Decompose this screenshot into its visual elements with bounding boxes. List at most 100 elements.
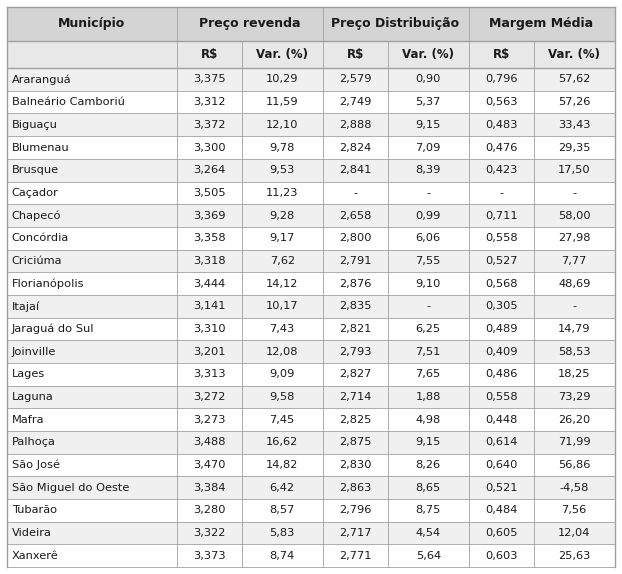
Bar xyxy=(388,499,468,522)
Bar xyxy=(242,91,323,114)
Bar xyxy=(468,159,534,181)
Text: 2,835: 2,835 xyxy=(339,301,371,311)
Bar xyxy=(323,408,388,431)
Text: 3,272: 3,272 xyxy=(193,392,225,402)
Text: 0,305: 0,305 xyxy=(485,301,518,311)
Bar xyxy=(242,136,323,159)
Bar xyxy=(534,136,615,159)
Bar xyxy=(468,476,534,499)
Bar xyxy=(468,204,534,227)
Bar xyxy=(7,317,177,340)
Bar xyxy=(7,408,177,431)
Bar xyxy=(242,295,323,317)
Bar xyxy=(534,522,615,544)
Text: 2,841: 2,841 xyxy=(339,165,371,175)
Bar xyxy=(242,68,323,91)
Bar xyxy=(242,408,323,431)
Bar xyxy=(7,431,177,453)
Text: 7,77: 7,77 xyxy=(562,256,587,266)
Text: 14,79: 14,79 xyxy=(558,324,590,334)
Bar xyxy=(534,295,615,317)
Bar xyxy=(177,250,242,272)
Bar xyxy=(242,114,323,136)
Text: -4,58: -4,58 xyxy=(560,483,589,492)
Bar xyxy=(388,159,468,181)
Bar xyxy=(7,453,177,476)
Text: Mafra: Mafra xyxy=(12,414,44,425)
Text: Itajaí: Itajaí xyxy=(12,301,40,312)
Bar xyxy=(177,136,242,159)
Bar xyxy=(323,386,388,408)
Text: Margem Média: Margem Média xyxy=(490,17,593,30)
Bar xyxy=(177,181,242,204)
Text: 0,448: 0,448 xyxy=(485,414,518,425)
Text: Lages: Lages xyxy=(12,369,45,379)
Bar xyxy=(7,68,177,91)
Text: Caçador: Caçador xyxy=(12,188,58,198)
Text: 2,658: 2,658 xyxy=(339,211,371,220)
Text: 2,830: 2,830 xyxy=(339,460,371,470)
Text: 71,99: 71,99 xyxy=(558,437,590,447)
Text: 2,749: 2,749 xyxy=(339,97,371,107)
Bar xyxy=(242,227,323,250)
Bar xyxy=(242,476,323,499)
Bar xyxy=(323,295,388,317)
Text: Brusque: Brusque xyxy=(12,165,59,175)
Text: 7,43: 7,43 xyxy=(269,324,295,334)
Bar xyxy=(177,340,242,363)
Text: 0,409: 0,409 xyxy=(485,347,518,356)
Bar xyxy=(242,431,323,453)
Text: 3,313: 3,313 xyxy=(193,369,226,379)
Text: 12,04: 12,04 xyxy=(558,528,590,538)
Bar xyxy=(534,453,615,476)
Text: 9,10: 9,10 xyxy=(415,278,441,289)
Bar xyxy=(7,204,177,227)
Text: 0,484: 0,484 xyxy=(485,506,518,515)
Bar xyxy=(388,544,468,567)
Bar xyxy=(323,159,388,181)
Text: 5,83: 5,83 xyxy=(269,528,295,538)
Text: Jaraguá do Sul: Jaraguá do Sul xyxy=(12,324,95,334)
Text: 2,771: 2,771 xyxy=(339,551,371,561)
Bar xyxy=(177,544,242,567)
Bar xyxy=(534,114,615,136)
Text: 3,322: 3,322 xyxy=(193,528,225,538)
Text: Var. (%): Var. (%) xyxy=(548,48,600,61)
Bar xyxy=(468,227,534,250)
Bar xyxy=(323,91,388,114)
Text: 0,521: 0,521 xyxy=(485,483,518,492)
Bar xyxy=(388,272,468,295)
Text: São Miguel do Oeste: São Miguel do Oeste xyxy=(12,483,129,492)
Text: 7,51: 7,51 xyxy=(415,347,441,356)
Bar xyxy=(534,340,615,363)
Text: 10,29: 10,29 xyxy=(266,75,299,84)
Bar xyxy=(323,499,388,522)
Text: 11,59: 11,59 xyxy=(266,97,299,107)
Text: 0,99: 0,99 xyxy=(415,211,441,220)
Text: 0,563: 0,563 xyxy=(485,97,518,107)
Text: Var. (%): Var. (%) xyxy=(256,48,308,61)
Text: R$: R$ xyxy=(200,48,218,61)
Bar xyxy=(323,317,388,340)
Bar xyxy=(388,181,468,204)
Bar xyxy=(323,250,388,272)
Text: 2,876: 2,876 xyxy=(339,278,371,289)
Bar xyxy=(177,431,242,453)
Text: 0,558: 0,558 xyxy=(485,392,518,402)
Text: 8,74: 8,74 xyxy=(269,551,295,561)
Text: 3,505: 3,505 xyxy=(193,188,226,198)
Bar xyxy=(323,136,388,159)
Text: 9,15: 9,15 xyxy=(415,437,441,447)
Text: 3,273: 3,273 xyxy=(193,414,225,425)
Text: 9,15: 9,15 xyxy=(415,120,441,130)
Text: 2,888: 2,888 xyxy=(339,120,371,130)
Bar xyxy=(534,91,615,114)
Text: 2,793: 2,793 xyxy=(339,347,371,356)
Bar xyxy=(468,499,534,522)
Text: 73,29: 73,29 xyxy=(558,392,590,402)
Bar xyxy=(468,250,534,272)
Text: 48,69: 48,69 xyxy=(558,278,590,289)
Bar xyxy=(323,227,388,250)
Bar xyxy=(7,159,177,181)
Text: 9,53: 9,53 xyxy=(269,165,295,175)
